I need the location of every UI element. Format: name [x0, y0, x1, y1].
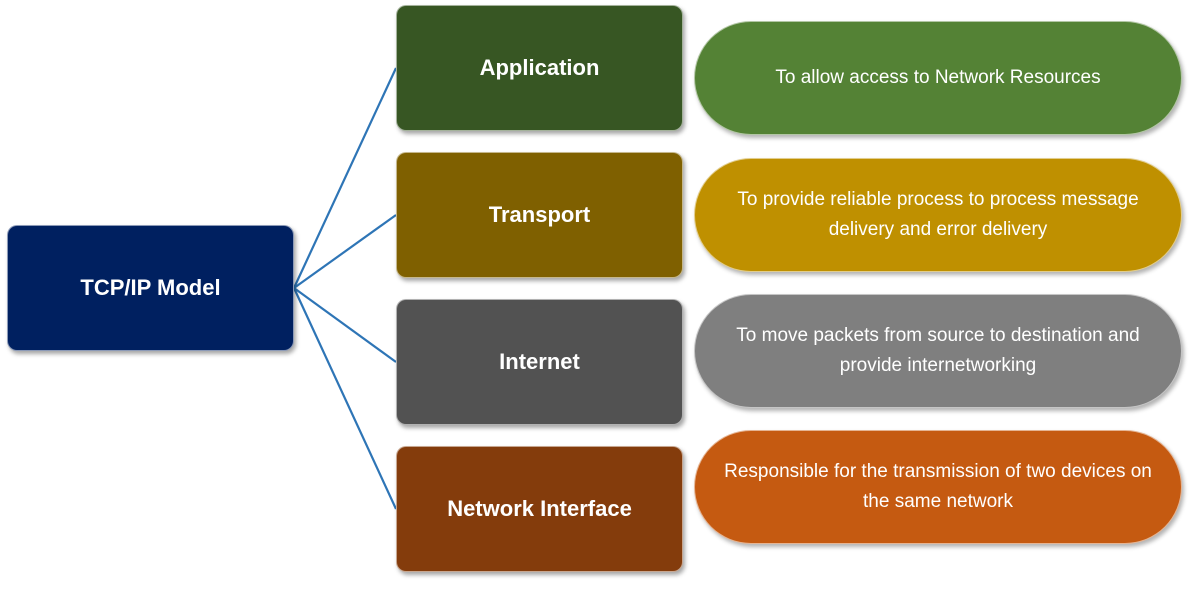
description-text: Responsible for the transmission of two …	[724, 461, 1152, 512]
connector-internet	[293, 287, 397, 363]
root-node: TCP/IP Model	[7, 225, 294, 351]
layer-label: Transport	[488, 202, 591, 227]
layer-application: Application	[396, 5, 683, 131]
layer-label: Network Interface	[447, 496, 632, 521]
connector-network-interface	[293, 287, 397, 510]
description-transport: To provide reliable process to process m…	[694, 158, 1182, 272]
layer-label: Internet	[499, 349, 580, 374]
description-application: To allow access to Network Resources	[694, 21, 1182, 135]
connector-transport	[293, 214, 397, 289]
description-text: To move packets from source to destinati…	[736, 325, 1140, 376]
description-text: To allow access to Network Resources	[775, 67, 1101, 88]
layer-transport: Transport	[396, 152, 683, 278]
description-network-interface: Responsible for the transmission of two …	[694, 430, 1182, 544]
layer-internet: Internet	[396, 299, 683, 425]
layer-label: Application	[479, 55, 600, 80]
description-internet: To move packets from source to destinati…	[694, 294, 1182, 408]
root-label: TCP/IP Model	[80, 275, 221, 300]
connector-application	[293, 67, 397, 289]
description-text: To provide reliable process to process m…	[737, 189, 1139, 240]
layer-network-interface: Network Interface	[396, 446, 683, 572]
